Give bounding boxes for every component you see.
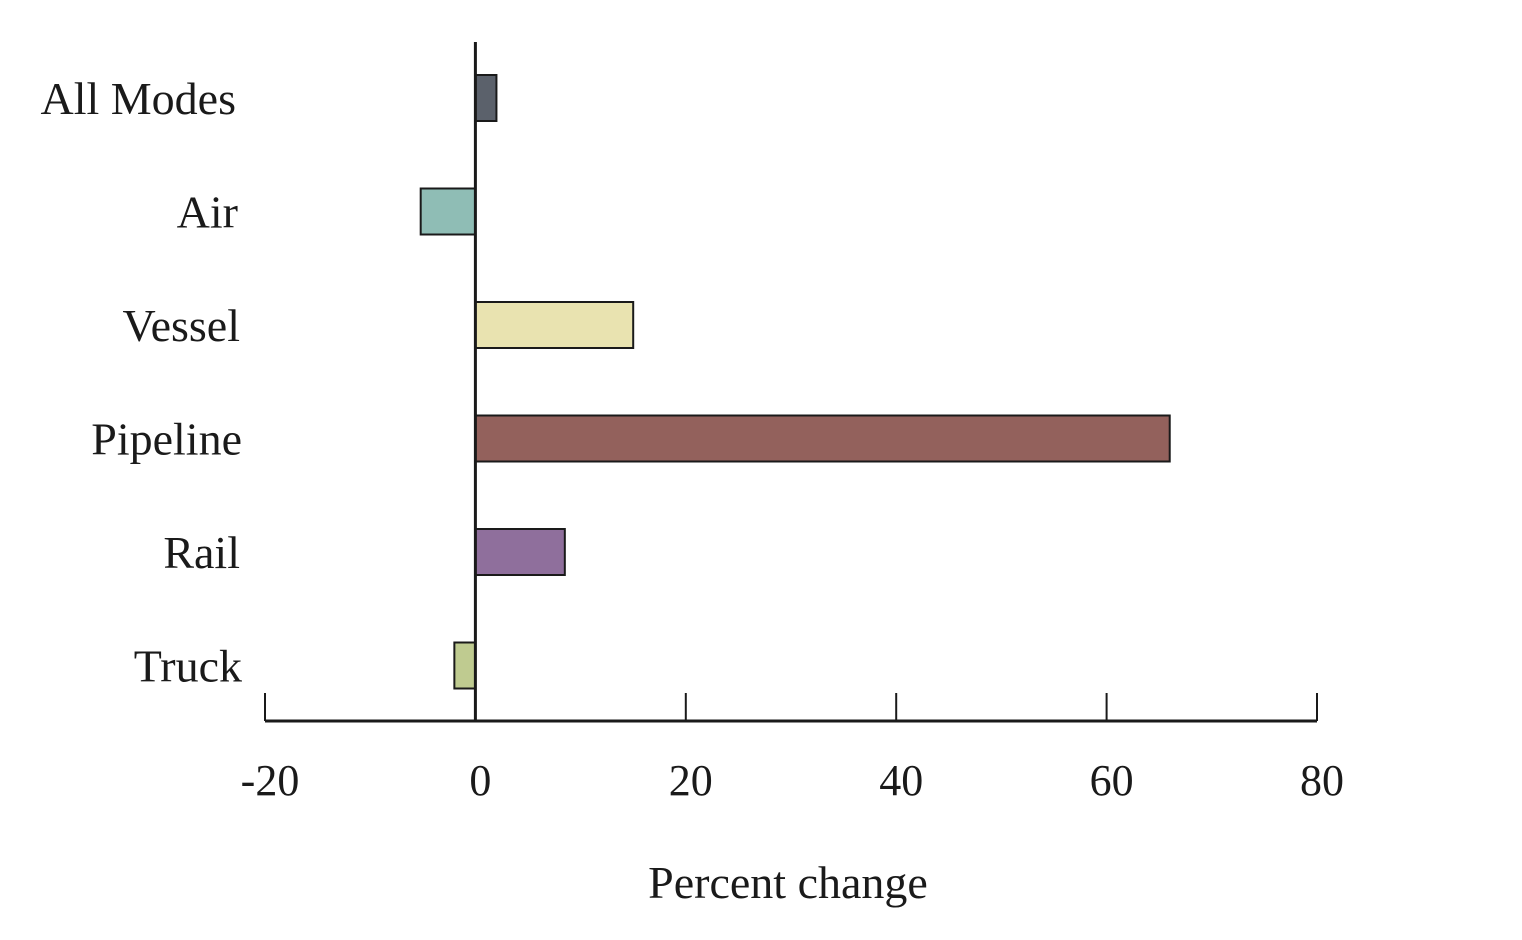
category-label-all-modes: All Modes [41, 73, 237, 124]
x-axis-ticks: -20 0 20 40 60 80 [241, 693, 1344, 805]
bars [419, 74, 1171, 690]
x-tick-label: -20 [241, 756, 300, 805]
bar-vessel [474, 301, 635, 349]
bar-air [419, 187, 477, 236]
x-tick-label: 0 [469, 756, 491, 805]
category-label-pipeline: Pipeline [91, 414, 242, 465]
category-labels: All Modes Air Vessel Pipeline Rail Truck [41, 73, 243, 692]
category-label-truck: Truck [134, 641, 242, 692]
bar-pipeline [474, 414, 1171, 463]
category-label-air: Air [177, 187, 238, 238]
x-tick-label: 40 [879, 756, 923, 805]
category-label-vessel: Vessel [122, 300, 240, 351]
x-tick-label: 20 [669, 756, 713, 805]
bar-rail [474, 528, 566, 576]
bar-truck [453, 641, 477, 690]
category-label-rail: Rail [163, 527, 240, 578]
x-tick-label: 60 [1090, 756, 1134, 805]
x-tick-label: 80 [1300, 756, 1344, 805]
x-axis-title: Percent change [648, 857, 928, 908]
bar-all-modes [474, 74, 498, 122]
